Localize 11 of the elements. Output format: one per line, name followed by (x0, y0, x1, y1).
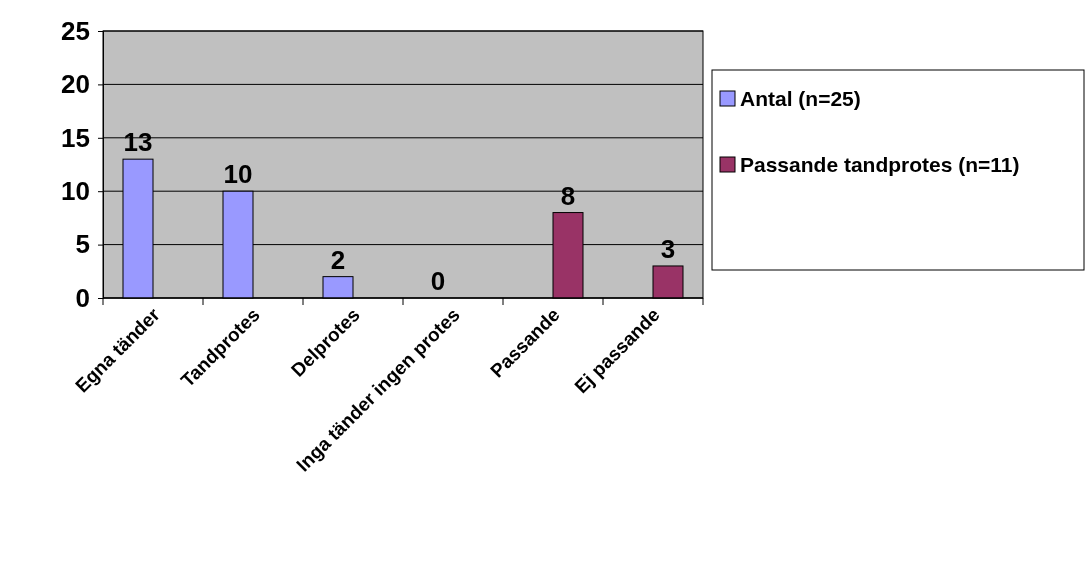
y-tick-label: 0 (75, 282, 90, 313)
y-tick-label: 20 (61, 69, 90, 100)
data-label: 10 (223, 159, 253, 190)
legend-label: Passande tandprotes (n=11) (740, 153, 1020, 176)
legend-label: Antal (n=25) (740, 87, 861, 110)
data-label: 2 (330, 244, 346, 275)
y-tick-label: 10 (61, 176, 90, 207)
y-tick-label: 5 (75, 229, 90, 260)
y-tick-label: 25 (61, 15, 90, 46)
y-tick-label: 15 (61, 122, 90, 153)
data-label: 0 (430, 266, 446, 296)
